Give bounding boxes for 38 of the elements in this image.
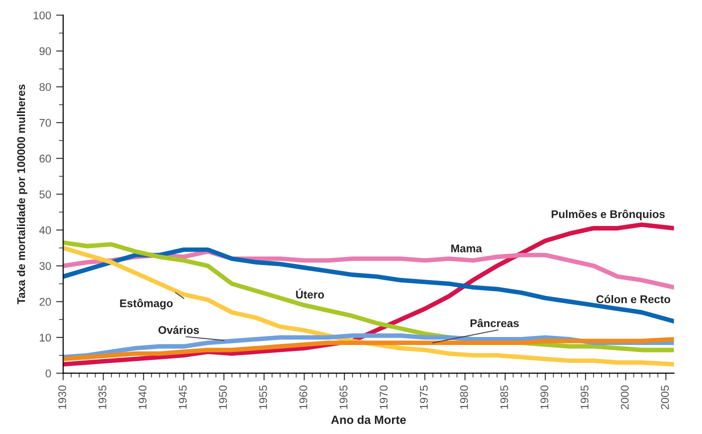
y-tick-label: 40 <box>39 226 51 234</box>
x-tick-label: 1970 <box>380 385 388 409</box>
y-tick-label: 50 <box>39 190 51 198</box>
x-tick-label: 1950 <box>219 385 227 409</box>
y-tick-label: 80 <box>40 83 51 91</box>
x-axis-title: Ano da Morte <box>331 415 406 424</box>
x-tick-label: 1930 <box>58 385 66 409</box>
x-tick-label: 1945 <box>178 386 187 409</box>
y-tick-label: 20 <box>40 298 51 306</box>
line-series <box>63 246 674 367</box>
y-tick-label: 100 <box>34 11 51 20</box>
x-tick-label: 2005 <box>661 386 669 410</box>
series-label: Ovários <box>158 326 199 334</box>
x-tick-label: 1990 <box>540 385 548 409</box>
series-label: Estômago <box>120 298 173 310</box>
y-tick-label: 30 <box>39 262 51 270</box>
y-tick-label: 60 <box>40 154 51 163</box>
x-tick-label: 1965 <box>340 386 348 409</box>
x-tick-label: 1935 <box>98 386 106 409</box>
y-tick-label: 70 <box>40 118 51 127</box>
y-tick-label: 0 <box>46 370 51 378</box>
x-tick-label: 2000 <box>620 385 629 410</box>
series-label: Cólon e Recto <box>596 294 670 304</box>
series-label: Útero <box>296 288 324 299</box>
x-tick-label: 1960 <box>299 385 308 409</box>
x-tick-label: 1985 <box>500 386 508 409</box>
x-tick-label: 1940 <box>138 385 147 409</box>
x-tick-label: 1995 <box>580 386 589 409</box>
x-tick-label: 1955 <box>259 386 268 409</box>
y-axis-title: Taxa de mortalidade por 100000 mulheres <box>16 84 28 304</box>
series-label: Mama <box>451 244 482 252</box>
series-label: Pulmões e Brônquios <box>552 210 665 220</box>
x-tick-label: 1980 <box>460 385 468 409</box>
y-tick-label: 10 <box>40 334 51 342</box>
x-tick-label: 1975 <box>420 386 428 409</box>
line-series <box>63 337 674 362</box>
series-label: Pâncreas <box>470 318 519 328</box>
y-tick-label: 90 <box>40 47 51 56</box>
